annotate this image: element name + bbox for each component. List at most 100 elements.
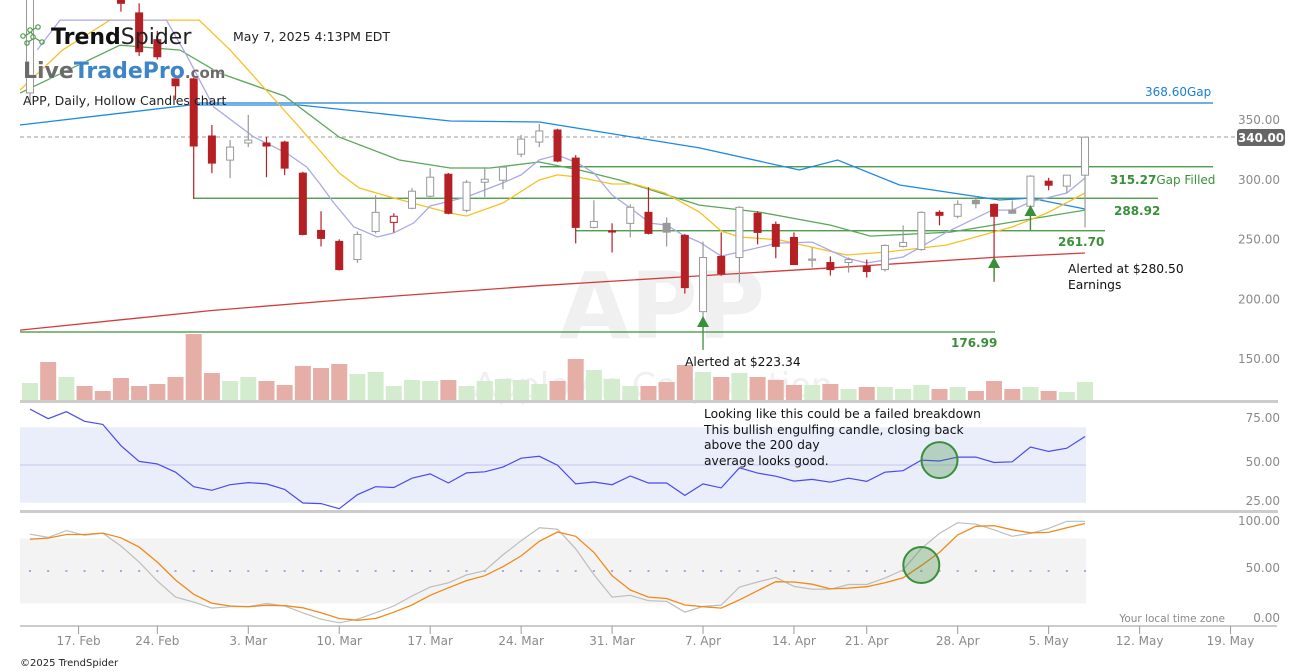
trendspider-logo: TrendSpider xyxy=(20,24,193,50)
volume-bar xyxy=(967,391,984,400)
candle-body xyxy=(1008,209,1017,214)
volume-bar xyxy=(731,373,748,400)
candle-body xyxy=(498,166,507,181)
candle xyxy=(771,221,780,259)
candle xyxy=(953,200,962,219)
candle xyxy=(1044,177,1053,191)
stochastic-k-line xyxy=(29,520,1086,624)
timezone-label[interactable]: Your local time zone xyxy=(1118,613,1225,625)
stochastic-midline-dot xyxy=(592,570,595,572)
price-axis-label: 350.00 xyxy=(1238,113,1280,127)
volume-bar xyxy=(276,385,293,400)
volume-bar xyxy=(149,384,166,400)
candle-body xyxy=(553,129,562,162)
volume-bar xyxy=(349,374,366,400)
candle-body xyxy=(880,244,889,271)
candle-body xyxy=(717,255,726,275)
candle-body xyxy=(262,142,271,147)
stochastic-midline-dot xyxy=(210,570,213,572)
candle-body xyxy=(826,262,835,271)
candle xyxy=(26,0,34,103)
candle-body xyxy=(353,233,362,261)
candle-body xyxy=(662,222,671,233)
candle-body xyxy=(844,259,853,264)
price-axis-label: 150.00 xyxy=(1238,352,1280,366)
stochastic-midline-dot xyxy=(611,570,614,572)
volume-bar xyxy=(240,377,257,400)
candle-body xyxy=(426,176,435,197)
note-line: average looks good. xyxy=(704,454,829,468)
stochastic-midline-dot xyxy=(811,570,814,572)
volume-bars xyxy=(22,334,1094,400)
panel-separator[interactable] xyxy=(20,510,1278,513)
candle-body xyxy=(971,199,980,205)
volume-bar xyxy=(76,386,93,400)
level-lines xyxy=(20,102,1213,333)
candle xyxy=(553,128,562,163)
stochastic-midline-dot xyxy=(920,570,923,572)
alert-label: Alerted at $280.50 xyxy=(1068,262,1184,276)
volume-bar xyxy=(1004,389,1021,400)
current-price-label: 340.00 xyxy=(1238,131,1284,145)
volume-bar xyxy=(385,386,402,400)
candle-body xyxy=(862,265,871,272)
stochastic-midline-dot xyxy=(174,570,177,572)
candle xyxy=(498,165,507,190)
stochastic-midline-dot xyxy=(1047,570,1050,572)
candle xyxy=(407,188,416,210)
volume-bar xyxy=(1077,382,1094,400)
stochastic-midline-dot xyxy=(138,570,141,572)
stochastic-midline-dot xyxy=(520,570,523,572)
candle-body xyxy=(571,157,580,228)
x-axis-label: 10. Mar xyxy=(316,634,362,648)
stochastic-midline-dot xyxy=(738,570,741,572)
volume-bar xyxy=(822,384,839,400)
stochastic-midline-dot xyxy=(410,570,413,572)
volume-bar xyxy=(931,389,948,400)
stochastic-midline-dot xyxy=(265,570,268,572)
livetradepro-logo: LiveTradePro.com xyxy=(23,59,226,85)
volume-bar xyxy=(185,334,202,400)
alerts xyxy=(697,205,1037,350)
candle-body xyxy=(608,230,617,233)
candle xyxy=(535,123,544,148)
moving-average-line xyxy=(20,19,1086,256)
alert-label: Alerted at $223.34 xyxy=(685,355,801,369)
candle-body xyxy=(189,78,198,147)
stochastic-midline-dot xyxy=(683,570,686,572)
x-axis-label: 12. May xyxy=(1116,634,1164,648)
x-axis-label: 24. Feb xyxy=(135,634,179,648)
candle-body xyxy=(735,206,744,259)
panel-separator[interactable] xyxy=(20,400,1278,403)
stochastic-midline-dot xyxy=(1065,570,1068,572)
volume-bar xyxy=(1040,391,1057,400)
stochastic-midline-dot xyxy=(101,570,104,572)
x-axis-label: 7. Apr xyxy=(685,634,721,648)
stochastic-midline-dot xyxy=(956,570,959,572)
volume-bar xyxy=(986,381,1003,400)
logo-spider: Spider xyxy=(121,25,193,50)
candle-body xyxy=(935,211,944,216)
volume-bar xyxy=(203,373,220,400)
volume-bar xyxy=(58,377,75,400)
candle xyxy=(680,233,689,294)
candle-body xyxy=(644,211,653,234)
stochastic-midline-dot xyxy=(993,570,996,572)
candle xyxy=(353,231,362,263)
candle xyxy=(189,77,198,199)
candle-body xyxy=(680,234,689,289)
moving-average-line xyxy=(20,104,1086,210)
chart-title: APP, Daily, Hollow Candles chart xyxy=(23,93,226,108)
stochastic-midline-dot xyxy=(1084,570,1087,572)
stochastic-midline-dot xyxy=(1029,570,1032,572)
stochastic-midline-dot xyxy=(192,570,195,572)
x-axis-label: 19. May xyxy=(1207,634,1255,648)
price-axis-label: 300.00 xyxy=(1238,173,1280,187)
candle xyxy=(371,195,380,234)
candle xyxy=(644,187,653,235)
candle-body xyxy=(335,240,344,271)
candle xyxy=(1081,136,1090,228)
volume-bar xyxy=(658,382,675,400)
price-axis-label: 250.00 xyxy=(1238,233,1280,247)
